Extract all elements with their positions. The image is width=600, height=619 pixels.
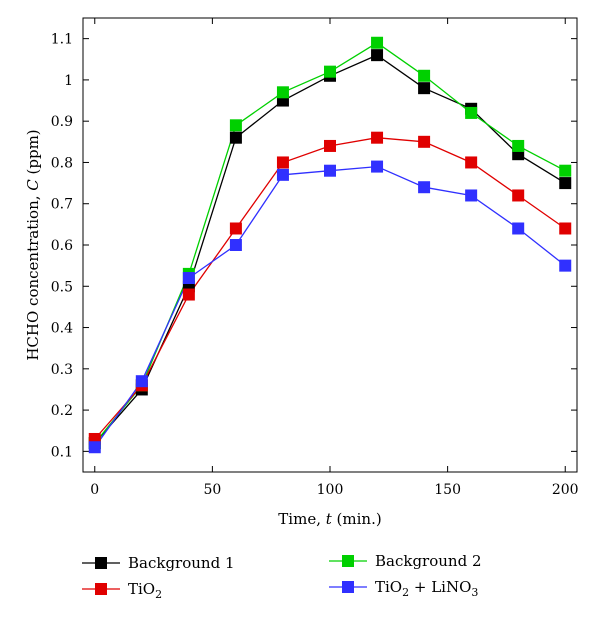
legend-marker-background-2 bbox=[342, 555, 354, 567]
y-tick-label: 0.6 bbox=[51, 238, 73, 254]
data-point-tio2-lino3 bbox=[512, 222, 525, 235]
y-tick-label: 0.7 bbox=[51, 197, 73, 213]
data-point-tio2-lino3 bbox=[276, 168, 289, 181]
y-tick-label: 1 bbox=[64, 73, 73, 89]
y-tick-label: 1.1 bbox=[51, 32, 73, 48]
data-point-tio2-lino3 bbox=[559, 259, 572, 272]
data-point-tio2-lino3 bbox=[135, 375, 148, 388]
y-tick-label: 0.2 bbox=[51, 403, 73, 419]
series-line-background-2 bbox=[94, 42, 566, 444]
data-point-tio2-lino3 bbox=[371, 160, 384, 173]
plot-frame bbox=[82, 17, 578, 473]
data-point-background-1 bbox=[371, 49, 384, 62]
y-tick-label: 0.8 bbox=[51, 155, 73, 171]
data-point-tio2-lino3 bbox=[324, 164, 336, 177]
y-tick-label: 0.5 bbox=[51, 279, 73, 295]
data-point-background-2 bbox=[324, 65, 336, 78]
data-point-background-2 bbox=[512, 139, 525, 152]
y-tick-label: 0.4 bbox=[51, 321, 73, 337]
legend: Background 1 Background 2 TiO2 TiO2 + LiNO3 bbox=[82, 552, 482, 601]
data-point-background-1 bbox=[229, 131, 242, 144]
legend-label-background-2: Background 2 bbox=[375, 552, 482, 570]
series-lines bbox=[94, 42, 566, 448]
data-point-tio2 bbox=[324, 139, 336, 152]
x-tick-label: 50 bbox=[203, 482, 221, 498]
data-point-background-2 bbox=[371, 36, 384, 49]
series-line-tio2 bbox=[94, 137, 566, 440]
y-tick-label: 0.9 bbox=[51, 114, 73, 130]
legend-marker-tio2 bbox=[95, 583, 107, 595]
y-tick-label: 0.3 bbox=[51, 362, 73, 378]
data-point-tio2 bbox=[418, 135, 431, 148]
legend-label-tio2-lino3: TiO2 + LiNO3 bbox=[375, 578, 478, 599]
x-axis-title: Time, t (min.) bbox=[278, 510, 381, 528]
data-point-background-1 bbox=[559, 177, 572, 190]
data-point-tio2 bbox=[559, 222, 572, 235]
series-points bbox=[88, 36, 572, 454]
data-point-background-2 bbox=[418, 69, 431, 82]
x-tick-label: 0 bbox=[90, 482, 99, 498]
data-point-tio2 bbox=[276, 156, 289, 169]
y-axis-title: HCHO concentration, C (ppm) bbox=[24, 129, 42, 360]
data-point-tio2 bbox=[182, 288, 195, 301]
legend-marker-background-1 bbox=[95, 557, 107, 569]
data-point-tio2-lino3 bbox=[182, 272, 195, 285]
axis-ticks: 0 50 100 150 200 0.1 0.2 0.3 0.4 0.5 0.6 0.7 0.8 0.9 1… bbox=[51, 18, 579, 498]
legend-label-background-1: Background 1 bbox=[128, 554, 235, 572]
legend-label-tio2: TiO2 bbox=[128, 580, 162, 601]
legend-marker-tio2-lino3 bbox=[342, 581, 354, 593]
data-point-background-1 bbox=[418, 82, 431, 95]
data-point-tio2-lino3 bbox=[229, 239, 242, 251]
series-line-tio2-lino3 bbox=[94, 165, 566, 448]
data-point-tio2-lino3 bbox=[418, 181, 431, 194]
x-tick-label: 200 bbox=[552, 482, 579, 498]
data-point-tio2-lino3 bbox=[88, 441, 101, 454]
data-point-tio2 bbox=[512, 189, 525, 202]
series-line-background-1 bbox=[94, 54, 566, 444]
data-point-background-2 bbox=[559, 164, 572, 177]
data-point-tio2 bbox=[465, 156, 478, 169]
data-point-tio2 bbox=[371, 131, 384, 144]
x-tick-label: 100 bbox=[317, 482, 344, 498]
data-point-background-2 bbox=[465, 106, 478, 119]
data-point-tio2 bbox=[229, 222, 242, 235]
data-point-tio2-lino3 bbox=[465, 189, 478, 202]
data-point-background-2 bbox=[229, 119, 242, 132]
y-tick-label: 0.1 bbox=[51, 444, 73, 460]
data-point-background-2 bbox=[276, 86, 289, 99]
x-tick-label: 150 bbox=[434, 482, 461, 498]
